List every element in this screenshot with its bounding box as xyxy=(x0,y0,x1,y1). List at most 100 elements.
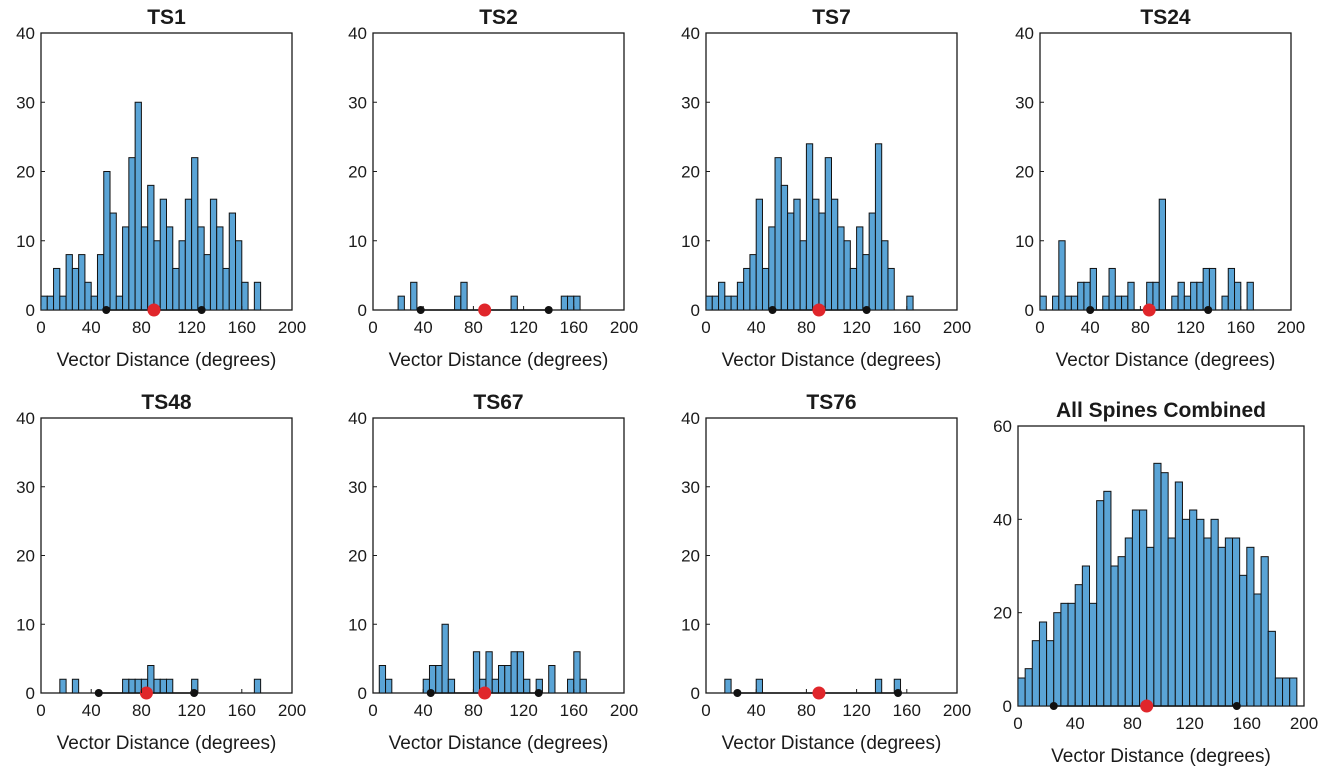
x-tick-label: 160 xyxy=(1233,714,1261,733)
histogram-bar xyxy=(1127,281,1135,311)
histogram-bar xyxy=(874,143,883,311)
histogram-bar xyxy=(178,240,186,311)
histogram-bar xyxy=(1167,537,1176,707)
histogram-bar xyxy=(1114,295,1123,311)
histogram-bar xyxy=(1117,556,1126,707)
histogram-bar xyxy=(1282,677,1291,707)
histogram-bar xyxy=(724,295,732,311)
x-tick-label: 120 xyxy=(177,318,205,337)
y-tick-label: 10 xyxy=(16,615,35,634)
y-tick-label: 40 xyxy=(348,24,367,43)
histogram-bar xyxy=(153,240,161,311)
sd-low-marker xyxy=(426,689,435,697)
y-tick-label: 0 xyxy=(358,684,367,703)
x-tick-label: 200 xyxy=(278,701,306,720)
histogram-bar xyxy=(460,281,468,311)
histogram-bar xyxy=(209,198,218,311)
x-tick-label: 80 xyxy=(132,701,151,720)
x-tick-label: 40 xyxy=(82,318,101,337)
panel-title: TS76 xyxy=(806,391,856,414)
histogram-bar xyxy=(1077,281,1085,311)
histogram-bar xyxy=(454,295,462,311)
x-tick-label: 80 xyxy=(464,701,483,720)
y-tick-label: 40 xyxy=(993,510,1012,529)
histogram-bar xyxy=(216,226,224,311)
mean-marker xyxy=(147,303,161,317)
sd-high-marker xyxy=(197,306,206,314)
plot-frame xyxy=(705,417,958,694)
x-tick-label: 80 xyxy=(1131,318,1150,337)
histogram-bar xyxy=(71,267,80,311)
histogram-bar xyxy=(1139,509,1148,707)
sd-low-marker xyxy=(102,306,111,314)
histogram-bar xyxy=(203,254,211,311)
histogram-panel: 0 40 80 120 160 200 0 10 20 30 40 TS67 Vector Distan… xyxy=(348,391,638,754)
y-tick-label: 0 xyxy=(26,301,35,320)
y-tick-label: 20 xyxy=(681,547,700,566)
x-tick-label: 200 xyxy=(278,318,306,337)
x-tick-label: 120 xyxy=(842,701,870,720)
mean-marker xyxy=(1142,303,1156,317)
histogram-bar xyxy=(1232,537,1241,707)
histogram-bar xyxy=(793,198,801,311)
histogram-bar xyxy=(1202,267,1210,311)
y-tick-label: 20 xyxy=(348,547,367,566)
panel-title: TS2 xyxy=(479,6,518,29)
y-tick-label: 40 xyxy=(16,24,35,43)
histogram-bar xyxy=(812,198,820,311)
histogram-bar xyxy=(579,678,587,694)
y-tick-label: 30 xyxy=(348,93,367,112)
x-tick-label: 120 xyxy=(1175,714,1203,733)
y-tick-label: 20 xyxy=(993,604,1012,623)
histogram-bar xyxy=(1177,281,1185,311)
x-tick-label: 80 xyxy=(1123,714,1142,733)
sd-low-marker xyxy=(768,306,777,314)
histogram-bar xyxy=(1052,295,1060,311)
histogram-bar xyxy=(1239,574,1248,707)
x-tick-label: 80 xyxy=(797,318,816,337)
sd-low-marker xyxy=(416,306,425,314)
y-tick-label: 10 xyxy=(348,232,367,251)
histogram-bar xyxy=(1190,281,1198,311)
histogram-bar xyxy=(805,143,814,311)
y-tick-label: 0 xyxy=(691,684,700,703)
x-axis-label: Vector Distance (degrees) xyxy=(389,733,609,754)
histogram-bar xyxy=(241,281,249,311)
histogram-bar xyxy=(109,212,117,311)
y-tick-label: 10 xyxy=(348,615,367,634)
histogram-bar xyxy=(134,101,142,311)
histogram-panel: 0 40 80 120 160 200 0 10 20 30 40 TS48 Vector Distan… xyxy=(16,391,306,754)
y-tick-label: 10 xyxy=(681,615,700,634)
x-axis-label: Vector Distance (degrees) xyxy=(722,733,942,754)
x-tick-label: 160 xyxy=(560,318,588,337)
histogram-bar xyxy=(1024,668,1033,707)
histogram-bar xyxy=(1039,295,1047,311)
histogram-bar xyxy=(567,678,575,694)
y-tick-label: 10 xyxy=(681,232,700,251)
x-tick-label: 160 xyxy=(228,701,256,720)
histogram-bar xyxy=(780,184,789,311)
x-tick-label: 0 xyxy=(368,318,377,337)
histogram-panel: 0 40 80 120 160 200 0 10 20 30 40 TS76 Vector Distan… xyxy=(681,391,971,754)
x-tick-label: 40 xyxy=(747,701,766,720)
y-tick-label: 30 xyxy=(1015,93,1034,112)
histogram-bar xyxy=(1058,240,1066,311)
x-tick-label: 120 xyxy=(509,701,537,720)
x-axis-label: Vector Distance (degrees) xyxy=(1051,746,1271,767)
histogram-bar xyxy=(115,295,124,311)
histogram-bar xyxy=(1089,602,1098,707)
y-tick-label: 60 xyxy=(993,417,1012,436)
histogram-bar xyxy=(40,295,48,311)
histogram-bar xyxy=(1160,472,1169,707)
histogram-bar xyxy=(90,295,98,311)
sd-low-marker xyxy=(733,689,742,697)
x-tick-label: 80 xyxy=(797,701,816,720)
histogram-bar xyxy=(166,678,174,694)
histogram-bar xyxy=(560,295,569,311)
histogram-bar xyxy=(1174,481,1183,707)
histogram-bar xyxy=(78,254,86,311)
y-tick-label: 20 xyxy=(348,163,367,182)
histogram-bar xyxy=(548,665,556,694)
histogram-bar xyxy=(1108,267,1116,311)
histogram-bar xyxy=(1171,295,1179,311)
